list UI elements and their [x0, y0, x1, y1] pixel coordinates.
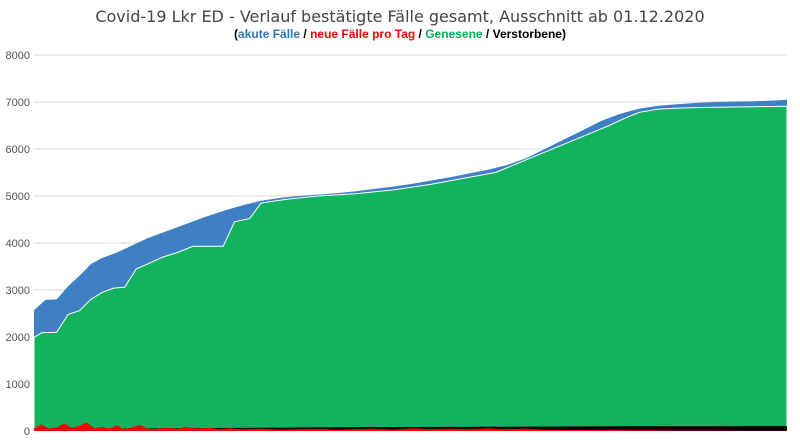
y-axis-ticks: 0 1000 2000 3000 4000 5000 6000 7000 8000 [6, 50, 30, 438]
subtitle-part: Genesene [425, 27, 483, 41]
subtitle-part: akute Fälle [238, 27, 300, 41]
y-tick-label: 7000 [6, 97, 30, 109]
subtitle-part: / Verstorbene) [483, 27, 566, 41]
plot-areas [33, 99, 788, 432]
subtitle-part: / [300, 27, 310, 41]
y-tick-label: 8000 [6, 50, 30, 62]
y-tick-label: 2000 [6, 332, 30, 344]
y-tick-label: 1000 [6, 379, 30, 391]
y-tick-label: 3000 [6, 285, 30, 297]
y-tick-label: 6000 [6, 144, 30, 156]
chart-title: Covid-19 Lkr ED - Verlauf bestätigte Fäl… [95, 7, 704, 26]
y-tick-label: 5000 [6, 191, 30, 203]
subtitle-part: neue Fälle pro Tag [310, 27, 415, 41]
y-tick-label: 4000 [6, 238, 30, 250]
chart-subtitle: (akute Fälle / neue Fälle pro Tag / Gene… [234, 27, 566, 41]
subtitle-part: / [415, 27, 425, 41]
y-tick-label: 0 [24, 426, 30, 438]
subtitle-part: ( [234, 27, 238, 41]
area-new_cases [34, 422, 787, 431]
area-recovered [33, 105, 788, 432]
